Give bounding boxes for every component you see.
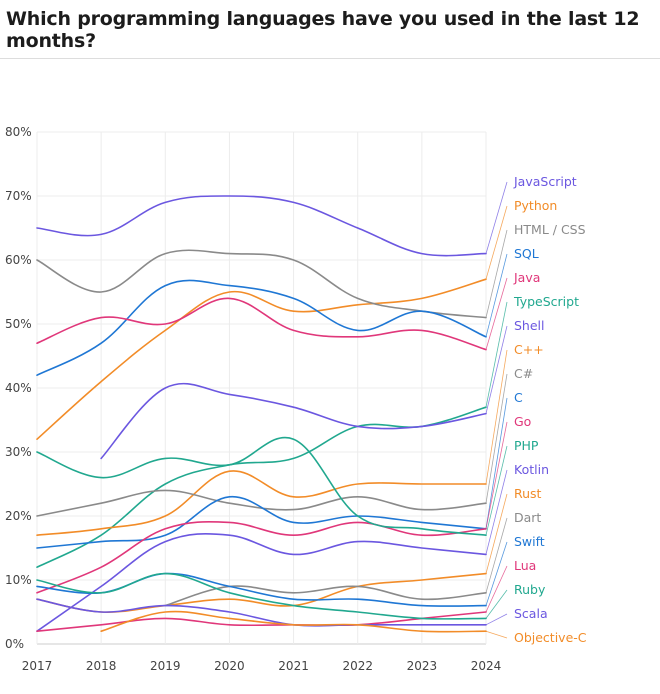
- legend-connector-go: [485, 421, 508, 529]
- x-tick-label: 2017: [22, 659, 53, 673]
- series-line-scala: [36, 598, 487, 627]
- legend-label-javascript: JavaScript: [513, 174, 577, 189]
- legend-label-rust: Rust: [514, 486, 542, 501]
- legend-connector-sql: [485, 253, 508, 337]
- legend-label-shell: Shell: [514, 318, 545, 333]
- legend-label-swift: Swift: [514, 534, 545, 549]
- chart-title: Which programming languages have you use…: [6, 8, 640, 52]
- series-line-javascript: [36, 195, 487, 257]
- y-tick-label: 80%: [5, 125, 32, 139]
- y-tick-label: 30%: [5, 445, 32, 459]
- series-line-swift: [36, 572, 487, 607]
- x-tick-label: 2021: [278, 659, 309, 673]
- legend-connector-ruby: [485, 589, 508, 619]
- legend-connector-php: [485, 445, 508, 536]
- legend-connector-shell: [485, 325, 508, 414]
- legend-connector-java: [485, 277, 508, 350]
- legend: JavaScript Python HTML / CSS SQL Java TypeScr…: [513, 174, 587, 645]
- y-tick-label: 70%: [5, 189, 32, 203]
- legend-label-c: C#: [514, 366, 533, 381]
- legend-label-lua: Lua: [514, 558, 536, 573]
- series-line-c: [36, 495, 487, 549]
- legend-label-dart: Dart: [514, 510, 541, 525]
- y-tick-label: 10%: [5, 573, 32, 587]
- series-line-php: [36, 436, 487, 536]
- title-divider: [0, 58, 660, 59]
- legend-connector-objective-c: [485, 630, 508, 639]
- y-tick-label: 20%: [5, 509, 32, 523]
- series-line-java: [36, 297, 487, 351]
- legend-connector-c: [485, 397, 508, 529]
- legend-connector-rust: [485, 493, 508, 574]
- legend-label-scala: Scala: [514, 606, 548, 621]
- series-line-objective-c: [100, 610, 487, 633]
- legend-label-c: C: [514, 390, 523, 405]
- legend-connectors: [485, 181, 508, 639]
- legend-connector-python: [485, 205, 508, 280]
- legend-connector-lua: [485, 565, 508, 613]
- legend-label-ruby: Ruby: [514, 582, 546, 597]
- x-tick-label: 2023: [407, 659, 438, 673]
- series-lines: [36, 195, 487, 633]
- series-line-c: [36, 489, 487, 517]
- legend-label-go: Go: [514, 414, 531, 429]
- legend-label-typescript: TypeScript: [513, 294, 579, 309]
- series-line-kotlin: [36, 532, 487, 632]
- legend-connector-typescript: [485, 301, 508, 408]
- legend-connector-swift: [485, 541, 508, 606]
- legend-connector-html-css: [485, 229, 508, 318]
- series-line-sql: [36, 279, 487, 376]
- legend-label-kotlin: Kotlin: [514, 462, 549, 477]
- legend-connector-kotlin: [485, 469, 508, 555]
- legend-label-php: PHP: [514, 438, 539, 453]
- y-tick-label: 50%: [5, 317, 32, 331]
- series-line-c: [36, 470, 487, 536]
- legend-connector-c: [485, 349, 508, 485]
- series-line-python: [36, 278, 487, 440]
- y-axis-ticks: 0% 10% 20% 30% 40% 50% 60% 70% 80%: [5, 125, 32, 651]
- legend-connector-c: [485, 373, 508, 504]
- x-tick-label: 2019: [150, 659, 181, 673]
- series-line-ruby: [36, 572, 487, 620]
- legend-connector-javascript: [485, 181, 508, 254]
- x-axis-ticks: 2017 2018 2019 2020 2021 2022 2023 2024: [22, 659, 502, 673]
- x-tick-label: 2024: [471, 659, 502, 673]
- series-line-typescript: [36, 406, 487, 568]
- y-tick-label: 60%: [5, 253, 32, 267]
- series-line-shell: [100, 382, 487, 460]
- legend-label-python: Python: [514, 198, 557, 213]
- series-line-html-css: [36, 249, 487, 319]
- series-line-dart: [164, 585, 487, 607]
- legend-label-html-css: HTML / CSS: [514, 222, 586, 237]
- legend-label-sql: SQL: [514, 246, 539, 261]
- y-tick-label: 0%: [5, 637, 24, 651]
- series-line-lua: [36, 611, 487, 632]
- legend-label-c: C++: [514, 342, 544, 357]
- grid-lines: [36, 131, 487, 645]
- legend-connector-dart: [485, 517, 508, 593]
- x-tick-label: 2020: [214, 659, 245, 673]
- series-line-go: [36, 520, 487, 594]
- y-tick-label: 40%: [5, 381, 32, 395]
- legend-label-objective-c: Objective-C: [514, 630, 587, 645]
- x-tick-label: 2022: [342, 659, 373, 673]
- legend-label-java: Java: [513, 270, 540, 285]
- x-tick-label: 2018: [86, 659, 117, 673]
- legend-connector-scala: [485, 613, 508, 626]
